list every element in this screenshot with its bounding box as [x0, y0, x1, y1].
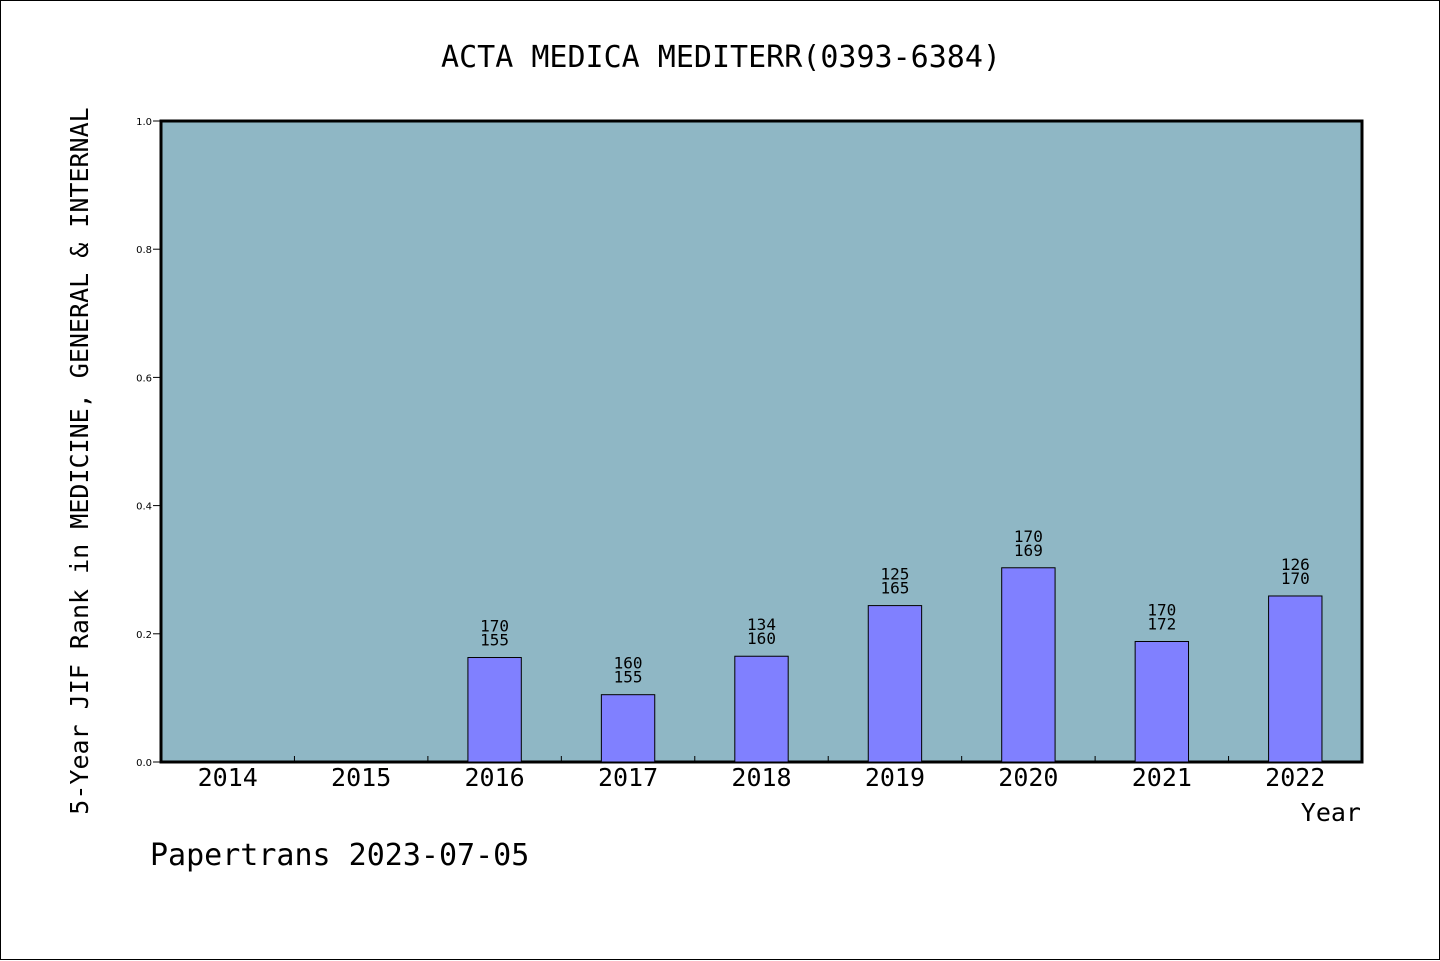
bar-label: 134: [747, 615, 776, 634]
bar-label: 170: [1014, 527, 1043, 546]
bar-2020: [1001, 567, 1056, 763]
x-axis: 2014 2015 2016 2017 2018 2019 2020 2021 2022: [198, 756, 1325, 792]
footer-text: Papertrans 2023-07-05: [150, 838, 529, 873]
x-tick-label: 2018: [731, 763, 791, 792]
bar-label: 169: [1014, 541, 1043, 560]
y-tick-label: 0.0: [136, 758, 152, 769]
bar-label: 160: [747, 629, 776, 648]
bar-2021: [1134, 640, 1190, 763]
x-tick-label: 2020: [998, 763, 1058, 792]
bar-label: 125: [880, 565, 909, 584]
bar-label: 155: [480, 631, 509, 650]
y-tick-label: 0.4: [136, 502, 152, 513]
bar-label: 170: [1147, 600, 1176, 619]
bar-2016: [467, 657, 522, 763]
y-tick-label: 0.8: [136, 245, 152, 256]
x-tick-label: 2021: [1132, 763, 1192, 792]
bar-label: 170: [1281, 569, 1310, 588]
bar-label: 165: [880, 579, 909, 598]
y-axis: 0.0 0.2 0.4 0.6 0.8 1.0: [136, 117, 161, 769]
chart-title: ACTA MEDICA MEDITERR(0393-6384): [441, 40, 1001, 75]
bars: [467, 567, 1323, 763]
bar-label: 172: [1147, 614, 1176, 633]
y-axis-label: 5-Year JIF Rank in MEDICINE, GENERAL & I…: [65, 107, 94, 814]
bar-2018: [734, 655, 789, 763]
x-axis-label: Year: [1301, 798, 1361, 827]
x-tick-label: 2019: [865, 763, 925, 792]
bar-label: 170: [480, 617, 509, 636]
x-tick-label: 2015: [331, 763, 391, 792]
x-tick-label: 2022: [1265, 763, 1325, 792]
y-tick-label: 0.6: [136, 373, 152, 384]
bar-2017: [600, 694, 656, 763]
bar-label: 126: [1281, 555, 1310, 574]
bar-2022: [1268, 595, 1323, 763]
x-tick-label: 2016: [465, 763, 525, 792]
bar-label: 155: [614, 668, 643, 687]
x-tick-label: 2017: [598, 763, 658, 792]
y-tick-label: 1.0: [136, 117, 152, 128]
bar-labels: 1701551601551341601251651701691701721261…: [480, 527, 1310, 687]
y-tick-label: 0.2: [136, 630, 152, 641]
bar-label: 160: [614, 654, 643, 673]
bar-2019: [867, 605, 923, 763]
x-tick-label: 2014: [198, 763, 258, 792]
